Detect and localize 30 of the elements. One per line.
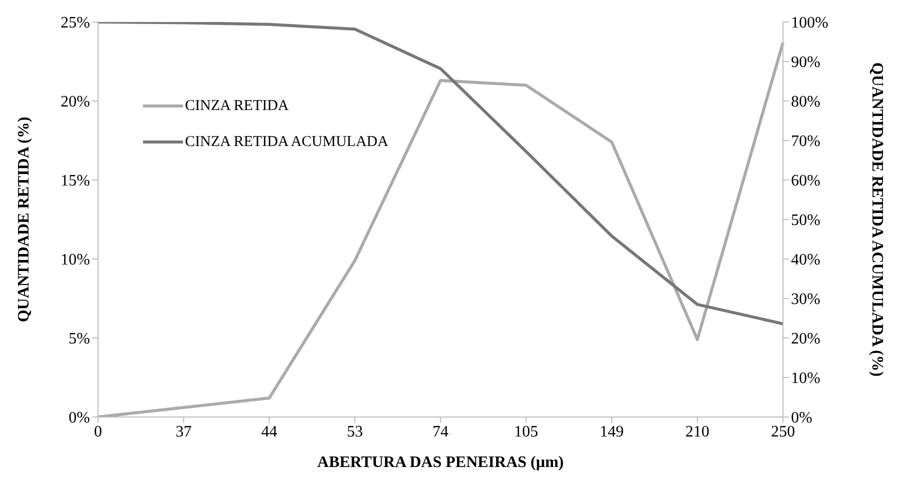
- x-tick-label: 74: [432, 423, 448, 440]
- y2-tick-label: 50%: [791, 212, 820, 230]
- y-tick-label: 0%: [68, 410, 90, 427]
- y2-tick-label: 80%: [791, 94, 820, 111]
- y2-tick-label: 90%: [791, 54, 820, 72]
- y-axis-title: QUANTIDADE RETIDA (%): [16, 116, 33, 322]
- line-series: [96, 22, 784, 326]
- legend-label: CINZA RETIDA ACUMULADA: [185, 134, 388, 150]
- x-tick-label: 105: [514, 423, 538, 440]
- legend-label: CINZA RETIDA: [185, 98, 289, 114]
- y2-tick-label: 30%: [791, 291, 820, 308]
- y-tick-label: 25%: [60, 14, 90, 32]
- y-tick-label: 15%: [60, 172, 90, 190]
- x-tick-label: 44: [261, 423, 278, 440]
- y-tick-label: 20%: [60, 94, 90, 111]
- x-tick-label: 37: [176, 423, 192, 440]
- x-tick-label: 53: [346, 423, 363, 440]
- x-axis-title: ABERTURA DAS PENEIRAS (µm): [317, 454, 564, 471]
- y-tick-label: 10%: [60, 252, 90, 269]
- x-tick-label: 0: [94, 423, 102, 440]
- x-tick-label: 149: [600, 423, 624, 440]
- y2-tick-label: 60%: [791, 172, 820, 190]
- y2-tick-label: 100%: [791, 14, 828, 32]
- y2-tick-label: 40%: [791, 252, 820, 269]
- y2-tick-label: 20%: [791, 330, 820, 348]
- y2-axis-title: QUANTIDADE RETIDA ACUMULADA (%): [868, 62, 886, 377]
- y-tick-label: 5%: [68, 330, 90, 348]
- y2-tick-label: 10%: [791, 370, 820, 388]
- y2-tick-label: 70%: [791, 133, 820, 150]
- x-tick-label: 210: [685, 423, 710, 440]
